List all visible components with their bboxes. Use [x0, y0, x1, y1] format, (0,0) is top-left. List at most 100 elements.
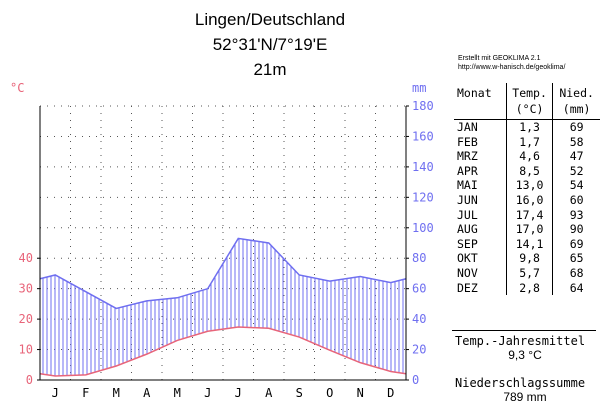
temperature-line [39, 326, 407, 377]
table-row: APR 8,5 52 [454, 163, 600, 179]
cell-month: NOV [457, 265, 478, 280]
cell-precip: 93 [569, 207, 584, 222]
cell-temp: 16,0 [505, 192, 554, 208]
cell-month: JUL [457, 207, 478, 222]
table-row: OKT 9,8 65 [454, 251, 600, 266]
cell-month: MAI [457, 178, 478, 193]
cell-month: MRZ [457, 149, 478, 164]
month-label: M [174, 386, 181, 400]
right-axis-unit: mm [412, 81, 426, 95]
cell-temp: 5,7 [505, 265, 554, 281]
annual-precip-value: 789 mm [503, 390, 547, 404]
left-tick-label: 20 [19, 312, 33, 326]
header-precip-unit: (mm) [562, 102, 591, 116]
summary-divider [452, 330, 596, 331]
table-row: DEZ 2,8 64 [454, 280, 600, 296]
table-row: JUL 17,4 93 [454, 207, 600, 223]
right-tick-label: 60 [412, 282, 426, 296]
cell-month: SEP [457, 236, 478, 251]
annual-temp-label: Temp.-Jahresmittel [455, 334, 586, 348]
month-label: J [52, 386, 59, 400]
credit-line: Erstellt mit GEOKLIMA 2.1 [458, 55, 541, 62]
month-label: O [326, 386, 333, 400]
cell-temp: 1,7 [505, 134, 554, 150]
month-label: N [357, 386, 364, 400]
climate-diagram: 0 10 20 30 40 °C 0 20 40 60 80 100 120 140 160 180 mm J F M… [10, 81, 434, 400]
header-month: Monat [454, 83, 507, 120]
cell-precip: 60 [569, 192, 584, 207]
cell-month: JUN [457, 192, 478, 207]
cell-precip: 52 [569, 163, 584, 178]
credit-url: http://www.w-hanisch.de/geoklima/ [458, 64, 566, 71]
table-row: MRZ 4,6 47 [454, 149, 600, 164]
right-tick-label: 80 [412, 251, 426, 265]
cell-precip: 69 [569, 120, 584, 134]
header-temp-unit: (°C) [515, 102, 544, 116]
cell-temp: 8,5 [505, 163, 554, 179]
cell-temp: 2,8 [505, 280, 554, 296]
cell-precip: 47 [569, 149, 584, 164]
left-axis-unit: °C [10, 81, 24, 95]
cell-precip: 90 [569, 222, 584, 237]
cell-month: APR [457, 163, 478, 178]
month-label: A [143, 386, 151, 400]
cell-precip: 54 [569, 178, 584, 193]
cell-month: FEB [457, 134, 478, 149]
annual-temp-value: 9,3 °C [508, 348, 542, 362]
cell-temp: 17,0 [505, 222, 554, 237]
table-header-row: Monat Temp. (°C) Nied. (mm) [454, 83, 600, 120]
annual-temp: Temp.-Jahresmittel 9,3 °C [455, 334, 595, 362]
month-label: S [296, 386, 303, 400]
station-coordinates: 52°31'N/7°19'E [212, 35, 328, 54]
cell-temp: 9,8 [505, 251, 554, 266]
table-row: JAN 1,3 69 [454, 119, 600, 135]
cell-month: AUG [457, 222, 478, 237]
cell-precip: 69 [569, 236, 584, 251]
right-tick-label: 20 [412, 343, 426, 357]
table-row: NOV 5,7 68 [454, 265, 600, 281]
left-tick-label: 10 [19, 343, 33, 357]
table-row: FEB 1,7 58 [454, 134, 600, 150]
header-temp-label: Temp. [512, 86, 547, 100]
right-tick-label: 100 [412, 221, 434, 235]
month-label: J [204, 386, 211, 400]
cell-temp: 14,1 [505, 236, 554, 252]
right-tick-label: 40 [412, 312, 426, 326]
month-label: J [235, 386, 242, 400]
annual-precip: Niederschlagssumme 789 mm [455, 376, 595, 404]
cell-month: JAN [457, 120, 478, 134]
header-precip-label: Nied. [559, 86, 594, 100]
month-label: D [387, 386, 394, 400]
right-tick-label: 0 [412, 373, 419, 387]
cell-month: OKT [457, 251, 478, 266]
cell-temp: 13,0 [505, 178, 554, 193]
cell-precip: 65 [569, 251, 584, 266]
right-tick-label: 180 [412, 99, 434, 113]
header-temp: Temp. (°C) [505, 83, 554, 120]
table-row: JUN 16,0 60 [454, 192, 600, 208]
station-title: Lingen/Deutschland [194, 10, 346, 29]
month-label: A [265, 386, 273, 400]
cell-temp: 1,3 [505, 119, 554, 135]
cell-precip: 58 [569, 134, 584, 149]
precipitation-line [39, 237, 407, 310]
header-precip: Nied. (mm) [552, 83, 600, 120]
annual-precip-label: Niederschlagssumme [455, 376, 586, 390]
right-tick-label: 120 [412, 190, 434, 204]
left-tick-label: 30 [19, 282, 33, 296]
cell-month: DEZ [457, 280, 478, 295]
cell-temp: 17,4 [505, 207, 554, 223]
right-tick-label: 140 [412, 160, 434, 174]
left-tick-label: 40 [19, 251, 33, 265]
table-row: SEP 14,1 69 [454, 236, 600, 252]
climate-table: Monat Temp. (°C) Nied. (mm) JAN 1,3 69 FEB 1… [454, 83, 600, 296]
cell-precip: 64 [569, 280, 584, 295]
right-tick-label: 160 [412, 129, 434, 143]
table-row: MAI 13,0 54 [454, 178, 600, 193]
station-elevation: 21m [253, 60, 287, 79]
table-row: AUG 17,0 90 [454, 222, 600, 237]
cell-temp: 4,6 [505, 149, 554, 164]
cell-precip: 68 [569, 265, 584, 280]
month-label: F [82, 386, 89, 400]
month-label: M [113, 386, 120, 400]
